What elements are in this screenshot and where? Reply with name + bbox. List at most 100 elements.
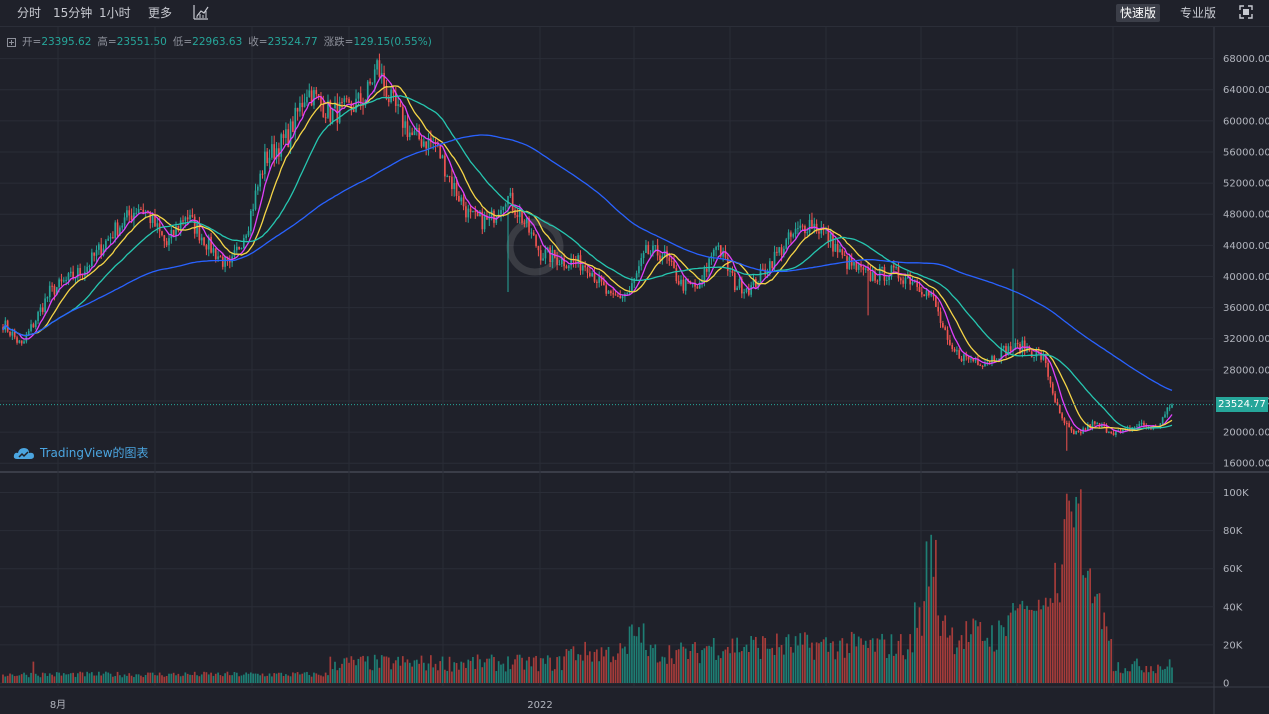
candle-body: [1042, 354, 1045, 360]
interval-more[interactable]: 更多: [148, 6, 173, 20]
candle-body: [848, 257, 851, 269]
interval-minute[interactable]: 分时: [17, 6, 42, 20]
expand-legend-icon[interactable]: [7, 37, 16, 47]
volume-bar: [511, 664, 514, 683]
candle-body: [923, 294, 926, 297]
candle-body: [787, 232, 790, 240]
volume-bar: [719, 658, 722, 683]
volume-bar: [1061, 564, 1063, 683]
tradingview-attribution[interactable]: TradingView的图表: [13, 444, 149, 462]
volume-bar: [818, 643, 820, 683]
candle-body: [1159, 423, 1162, 427]
close-value: 23524.77: [267, 36, 318, 48]
candle-body: [154, 214, 156, 227]
volume-bar: [560, 670, 563, 683]
volume-bar: [603, 656, 605, 683]
volume-bar: [647, 656, 650, 683]
volume-bar: [1122, 673, 1124, 683]
candle-body: [995, 359, 998, 361]
candle-body: [310, 90, 313, 106]
candle-body: [853, 261, 855, 266]
candle-body: [198, 224, 201, 241]
volume-bar: [544, 663, 547, 683]
candle-body: [904, 277, 907, 284]
volume-bar: [109, 673, 112, 683]
price-volume-chart[interactable]: 16000.0020000.0024000.0028000.0032000.00…: [0, 27, 1269, 714]
volume-bar: [883, 639, 886, 683]
volume-bar: [1009, 612, 1012, 683]
volume-bar: [867, 647, 869, 683]
volume-bar: [1068, 500, 1070, 683]
interval-15min[interactable]: 15分钟: [53, 6, 93, 20]
candle-body: [404, 121, 406, 128]
candle-body: [666, 250, 668, 258]
volume-bar: [303, 672, 306, 683]
volume-bar: [682, 646, 685, 683]
volume-bar: [1002, 627, 1005, 683]
ohlc-legend: 开= 23395.62 高= 23551.50 低= 22963.63 收= 23524…: [7, 34, 432, 50]
candle-body: [135, 212, 138, 214]
volume-bar: [815, 642, 818, 683]
volume-bar: [972, 618, 975, 683]
volume-bar: [1019, 604, 1021, 683]
volume-bar: [722, 651, 724, 683]
candle-body: [116, 222, 119, 236]
candle-body: [224, 256, 226, 267]
volume-bar: [836, 651, 839, 683]
candle-body: [619, 295, 622, 299]
candle-body: [196, 224, 198, 234]
fullscreen-button[interactable]: [1234, 4, 1258, 22]
volume-bar: [1049, 598, 1052, 683]
volume-bar: [214, 673, 217, 683]
candle-body: [444, 155, 446, 177]
candle-body: [745, 288, 748, 293]
candle-body: [163, 235, 166, 242]
volume-bar: [1147, 672, 1150, 683]
candle-body: [44, 298, 46, 312]
candle-body: [1065, 423, 1068, 425]
candle-body: [280, 134, 283, 157]
volume-bar: [766, 648, 769, 683]
interval-1hour[interactable]: 1小时: [99, 6, 131, 20]
volume-bar: [717, 655, 720, 683]
candle-body: [259, 173, 262, 187]
volume-bar: [588, 651, 591, 683]
volume-bar: [415, 659, 418, 683]
candle-body: [827, 228, 830, 242]
candle-body: [282, 134, 285, 138]
volume-bar: [953, 654, 956, 683]
candle-body: [909, 277, 911, 285]
candle-body: [1030, 351, 1033, 358]
volume-bar: [829, 642, 832, 683]
candle-body: [345, 98, 348, 100]
volume-bar: [923, 601, 926, 683]
volume-bar: [1091, 603, 1094, 683]
volume-bar: [184, 672, 187, 683]
volume-bar: [904, 659, 907, 683]
candle-body: [1070, 426, 1073, 431]
price-tick-label: 28000.00: [1223, 365, 1269, 376]
candle-body: [109, 237, 112, 239]
volume-bar: [759, 658, 762, 683]
price-tick-label: 16000.00: [1223, 459, 1269, 470]
candle-body: [245, 235, 247, 239]
candle-body: [203, 237, 205, 246]
candle-body: [462, 197, 465, 207]
mode-pro[interactable]: 专业版: [1180, 6, 1217, 20]
candle-body: [79, 268, 81, 275]
candle-body: [422, 141, 425, 147]
candle-body: [271, 144, 273, 158]
volume-bar: [34, 673, 37, 683]
candle-body: [385, 86, 388, 99]
volume-bar: [1108, 640, 1110, 683]
candle-body: [951, 344, 954, 349]
mode-fast[interactable]: 快速版: [1116, 4, 1161, 22]
chart-type-icon[interactable]: [188, 3, 214, 21]
volume-bar: [521, 657, 523, 683]
volume-bar: [942, 620, 944, 683]
volume-bar: [577, 654, 579, 683]
volume-tick-label: 60K: [1223, 564, 1243, 575]
candle-body: [1049, 376, 1052, 384]
candle-body: [722, 250, 724, 257]
volume-bar: [967, 642, 970, 683]
